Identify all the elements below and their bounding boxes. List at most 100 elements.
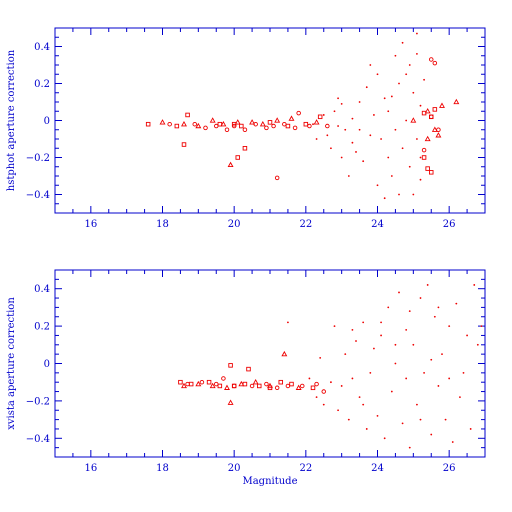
data-point-dot	[322, 114, 325, 116]
data-point-dot	[394, 128, 397, 131]
data-point-dot	[376, 73, 379, 76]
data-point-dot	[433, 315, 436, 318]
data-point-triangle	[274, 117, 281, 123]
y-tick-label: −0.2	[26, 153, 50, 164]
data-point-dot	[337, 97, 339, 100]
x-tick-label: 24	[371, 463, 384, 474]
data-point-square	[425, 166, 430, 171]
data-point-circle	[274, 175, 280, 181]
data-point-square	[317, 114, 323, 120]
data-point-circle	[282, 121, 287, 127]
bottom-panel-xvista: 16 18 20 22 24 26 −0.4 −0.2 0 0.2 0.4 xvista apertu…	[6, 269, 486, 487]
data-point-dot	[466, 334, 468, 337]
y-tick-label: −0.2	[26, 396, 50, 407]
data-point-circle	[292, 125, 298, 131]
data-point-square	[174, 123, 180, 129]
data-point-dot	[459, 396, 461, 399]
x-tick-label: 24	[371, 219, 384, 230]
data-point-dot	[347, 175, 350, 177]
data-point-dot	[333, 110, 336, 113]
data-point-square	[267, 120, 273, 125]
data-point-triangle	[159, 119, 166, 125]
data-point-dot	[394, 343, 397, 346]
data-point-dot	[365, 86, 368, 89]
data-point-dot	[401, 41, 404, 44]
data-point-dot	[419, 418, 422, 421]
data-point-dot	[340, 102, 343, 105]
data-point-dot	[430, 358, 433, 361]
data-point-dot	[362, 321, 365, 324]
data-point-dot	[390, 95, 393, 98]
data-point-dot	[319, 356, 322, 359]
data-point-dot	[423, 78, 425, 81]
data-point-dot	[369, 371, 372, 374]
data-point-dot	[416, 32, 418, 35]
y-tick-label: 0	[44, 359, 50, 370]
data-point-dot	[344, 128, 347, 131]
data-point-triangle	[224, 384, 230, 390]
data-point-triangle	[195, 122, 202, 129]
data-point-circle	[213, 381, 219, 387]
top-panel-hstphot: 16 18 20 22 24 26 −0.4 −0.2 0 0.2 0.4 hstphot apert…	[6, 27, 486, 230]
data-point-dot	[441, 353, 443, 356]
data-point-dot	[365, 428, 368, 430]
data-point-triangle	[295, 384, 302, 390]
data-point-circle	[432, 60, 438, 66]
data-point-dot	[383, 97, 386, 100]
data-point-dot	[437, 306, 440, 309]
y-axis-label: hstphot aperture correction	[6, 49, 17, 191]
data-point-dot	[326, 134, 329, 137]
data-point-square	[432, 107, 438, 112]
data-point-circle	[185, 381, 190, 387]
data-point-dot	[330, 147, 332, 150]
data-point-circle	[314, 381, 319, 387]
data-point-circle	[264, 125, 269, 131]
data-point-dot	[383, 437, 386, 440]
data-point-circle	[213, 123, 219, 129]
data-point-circle	[249, 383, 255, 389]
data-point-dot	[376, 414, 379, 417]
data-point-triangle	[252, 378, 259, 385]
data-point-circle	[429, 114, 434, 120]
data-point-square	[421, 155, 427, 160]
data-point-dot	[405, 377, 408, 380]
data-point-dot	[351, 141, 354, 144]
data-point-triangle	[424, 108, 431, 114]
data-point-dot	[358, 101, 361, 103]
x-tick-label: 18	[156, 219, 169, 230]
data-point-square	[235, 155, 240, 160]
data-point-dot	[416, 403, 418, 406]
data-point-dot	[387, 110, 390, 113]
data-point-dot	[287, 321, 289, 324]
data-point-dot	[390, 390, 393, 393]
data-point-circle	[242, 127, 248, 132]
x-tick-label: 16	[84, 463, 97, 474]
data-point-dot	[315, 396, 318, 399]
data-point-dot	[398, 82, 400, 85]
data-point-triangle	[435, 132, 442, 138]
data-point-circle	[167, 121, 172, 127]
data-point-dot	[355, 340, 357, 342]
data-point-dot	[401, 422, 404, 425]
data-point-circle	[253, 121, 258, 127]
data-point-dot	[347, 418, 350, 421]
data-point-square	[178, 379, 183, 385]
data-point-dot	[380, 321, 382, 324]
data-point-dot	[455, 302, 458, 305]
data-point-triangle	[220, 120, 227, 127]
data-point-circle	[429, 57, 434, 62]
data-point-triangle	[288, 115, 295, 121]
data-point-triangle	[238, 380, 245, 387]
data-point-circle	[274, 385, 280, 391]
data-point-dot	[401, 147, 404, 150]
data-point-dot	[437, 385, 440, 387]
data-point-square	[257, 383, 262, 389]
x-tick-label: 20	[228, 219, 241, 230]
data-point-triangle	[209, 382, 216, 389]
data-point-dot	[340, 385, 343, 387]
data-point-dot	[362, 160, 365, 163]
data-point-square	[289, 381, 294, 387]
data-point-dot	[387, 306, 390, 309]
data-point-dot	[358, 128, 361, 131]
